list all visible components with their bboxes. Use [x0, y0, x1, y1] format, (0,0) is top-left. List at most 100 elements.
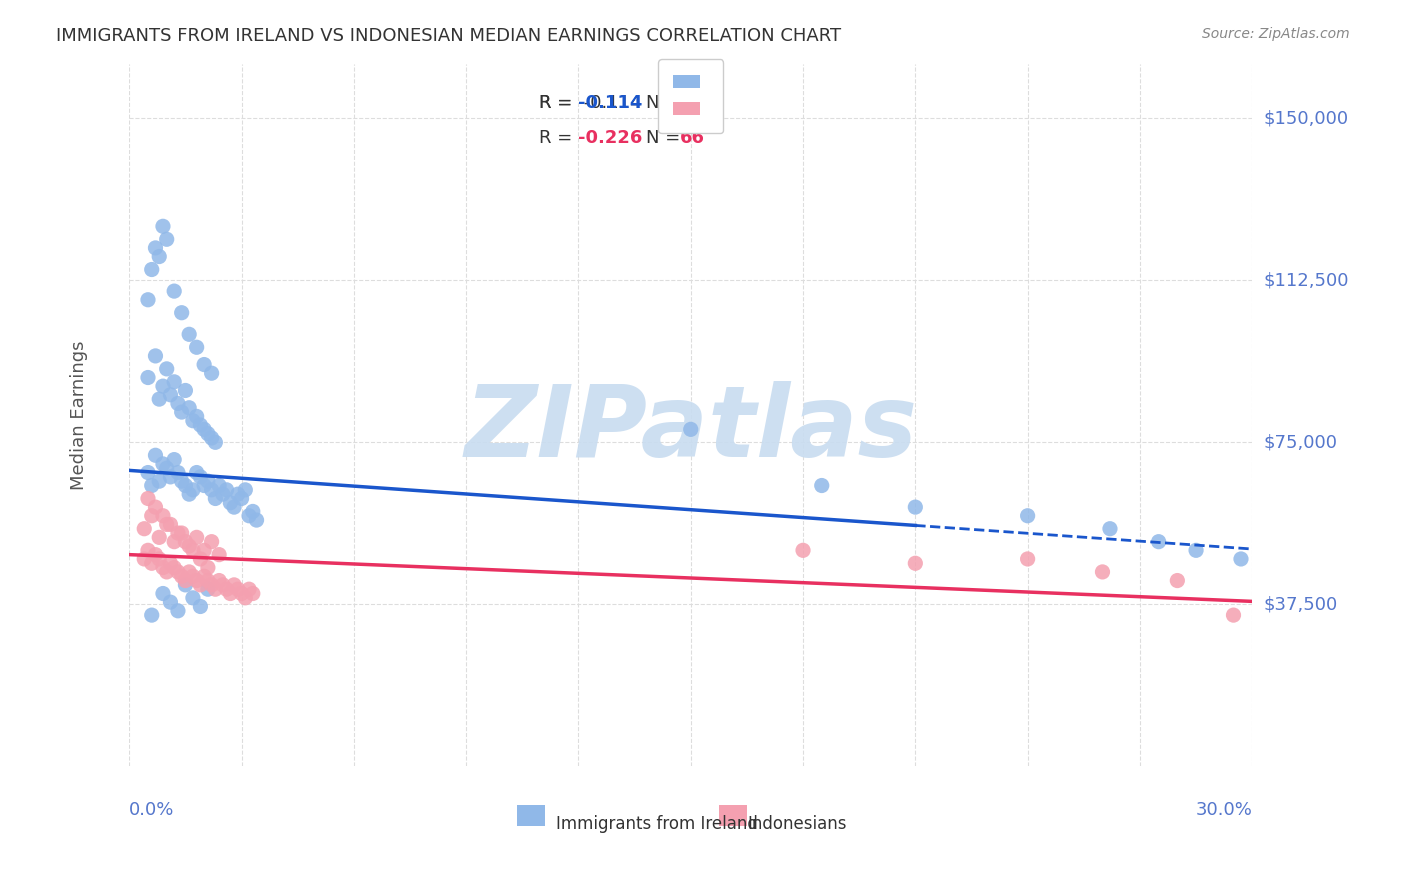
- Indonesians: [159, 556, 181, 570]
- Indonesians: [179, 539, 201, 553]
- Indonesians: [792, 543, 814, 558]
- Immigrants from Ireland: [242, 504, 264, 518]
- Immigrants from Ireland: [186, 409, 208, 424]
- Immigrants from Ireland: [201, 366, 224, 380]
- Indonesians: [193, 543, 215, 558]
- Immigrants from Ireland: [1098, 522, 1121, 536]
- Immigrants from Ireland: [159, 388, 181, 402]
- Indonesians: [201, 578, 224, 592]
- Immigrants from Ireland: [167, 396, 190, 410]
- Indonesians: [242, 586, 264, 600]
- Immigrants from Ireland: [190, 599, 212, 614]
- Immigrants from Ireland: [163, 452, 186, 467]
- Indonesians: [145, 548, 167, 562]
- Indonesians: [163, 534, 186, 549]
- Indonesians: [1260, 621, 1282, 635]
- Immigrants from Ireland: [197, 474, 219, 488]
- Text: $75,000: $75,000: [1264, 434, 1337, 451]
- Text: R =: R =: [538, 94, 578, 112]
- Immigrants from Ireland: [174, 384, 197, 398]
- Indonesians: [167, 526, 190, 541]
- Indonesians: [152, 508, 174, 523]
- Immigrants from Ireland: [159, 595, 181, 609]
- Immigrants from Ireland: [238, 508, 260, 523]
- Indonesians: [1017, 552, 1039, 566]
- Immigrants from Ireland: [679, 422, 702, 436]
- Immigrants from Ireland: [136, 370, 159, 384]
- Text: Median Earnings: Median Earnings: [70, 341, 87, 490]
- Indonesians: [167, 565, 190, 579]
- Indonesians: [190, 552, 212, 566]
- Indonesians: [148, 530, 170, 544]
- Indonesians: [148, 552, 170, 566]
- Immigrants from Ireland: [810, 478, 832, 492]
- Immigrants from Ireland: [193, 358, 215, 372]
- Indonesians: [208, 574, 231, 588]
- Immigrants from Ireland: [163, 284, 186, 298]
- Indonesians: [174, 534, 197, 549]
- Immigrants from Ireland: [186, 466, 208, 480]
- Text: $37,500: $37,500: [1264, 595, 1337, 614]
- Indonesians: [215, 582, 238, 597]
- Immigrants from Ireland: [145, 241, 167, 255]
- Indonesians: [159, 517, 181, 532]
- Indonesians: [141, 508, 163, 523]
- Text: Immigrants from Ireland: Immigrants from Ireland: [555, 815, 758, 833]
- Immigrants from Ireland: [152, 379, 174, 393]
- Immigrants from Ireland: [156, 461, 179, 475]
- Text: 66: 66: [679, 129, 704, 147]
- Indonesians: [1166, 574, 1188, 588]
- Immigrants from Ireland: [233, 483, 256, 497]
- Indonesians: [219, 586, 242, 600]
- Indonesians: [145, 500, 167, 515]
- Immigrants from Ireland: [193, 422, 215, 436]
- Immigrants from Ireland: [197, 426, 219, 441]
- Indonesians: [190, 578, 212, 592]
- Indonesians: [208, 548, 231, 562]
- Immigrants from Ireland: [167, 604, 190, 618]
- Text: Indonesians: Indonesians: [747, 815, 846, 833]
- Immigrants from Ireland: [145, 448, 167, 462]
- Indonesians: [238, 582, 260, 597]
- Text: IMMIGRANTS FROM IRELAND VS INDONESIAN MEDIAN EARNINGS CORRELATION CHART: IMMIGRANTS FROM IRELAND VS INDONESIAN ME…: [56, 27, 841, 45]
- Immigrants from Ireland: [201, 431, 224, 445]
- Immigrants from Ireland: [141, 478, 163, 492]
- Immigrants from Ireland: [1260, 560, 1282, 574]
- Immigrants from Ireland: [212, 487, 235, 501]
- Indonesians: [181, 569, 204, 583]
- Text: -0.114: -0.114: [578, 94, 643, 112]
- Immigrants from Ireland: [170, 474, 193, 488]
- Immigrants from Ireland: [204, 491, 226, 506]
- FancyBboxPatch shape: [718, 805, 747, 826]
- Immigrants from Ireland: [170, 405, 193, 419]
- Indonesians: [134, 552, 156, 566]
- Immigrants from Ireland: [174, 478, 197, 492]
- Indonesians: [231, 586, 253, 600]
- Text: R =: R =: [538, 129, 578, 147]
- Immigrants from Ireland: [1230, 552, 1253, 566]
- Indonesians: [197, 560, 219, 574]
- Immigrants from Ireland: [226, 487, 249, 501]
- Indonesians: [181, 543, 204, 558]
- Indonesians: [136, 491, 159, 506]
- Text: Source: ZipAtlas.com: Source: ZipAtlas.com: [1202, 27, 1350, 41]
- Text: N =: N =: [645, 129, 686, 147]
- Immigrants from Ireland: [222, 500, 245, 515]
- Immigrants from Ireland: [201, 483, 224, 497]
- Immigrants from Ireland: [145, 349, 167, 363]
- Immigrants from Ireland: [156, 362, 179, 376]
- FancyBboxPatch shape: [516, 805, 544, 826]
- Immigrants from Ireland: [159, 470, 181, 484]
- Indonesians: [197, 574, 219, 588]
- Text: R =  -0.114: R = -0.114: [538, 94, 641, 112]
- Immigrants from Ireland: [156, 232, 179, 246]
- Indonesians: [186, 574, 208, 588]
- Text: 77: 77: [679, 94, 704, 112]
- Immigrants from Ireland: [904, 500, 927, 515]
- Immigrants from Ireland: [174, 578, 197, 592]
- Immigrants from Ireland: [208, 478, 231, 492]
- Immigrants from Ireland: [136, 466, 159, 480]
- Indonesians: [179, 565, 201, 579]
- Immigrants from Ireland: [190, 417, 212, 432]
- Indonesians: [226, 582, 249, 597]
